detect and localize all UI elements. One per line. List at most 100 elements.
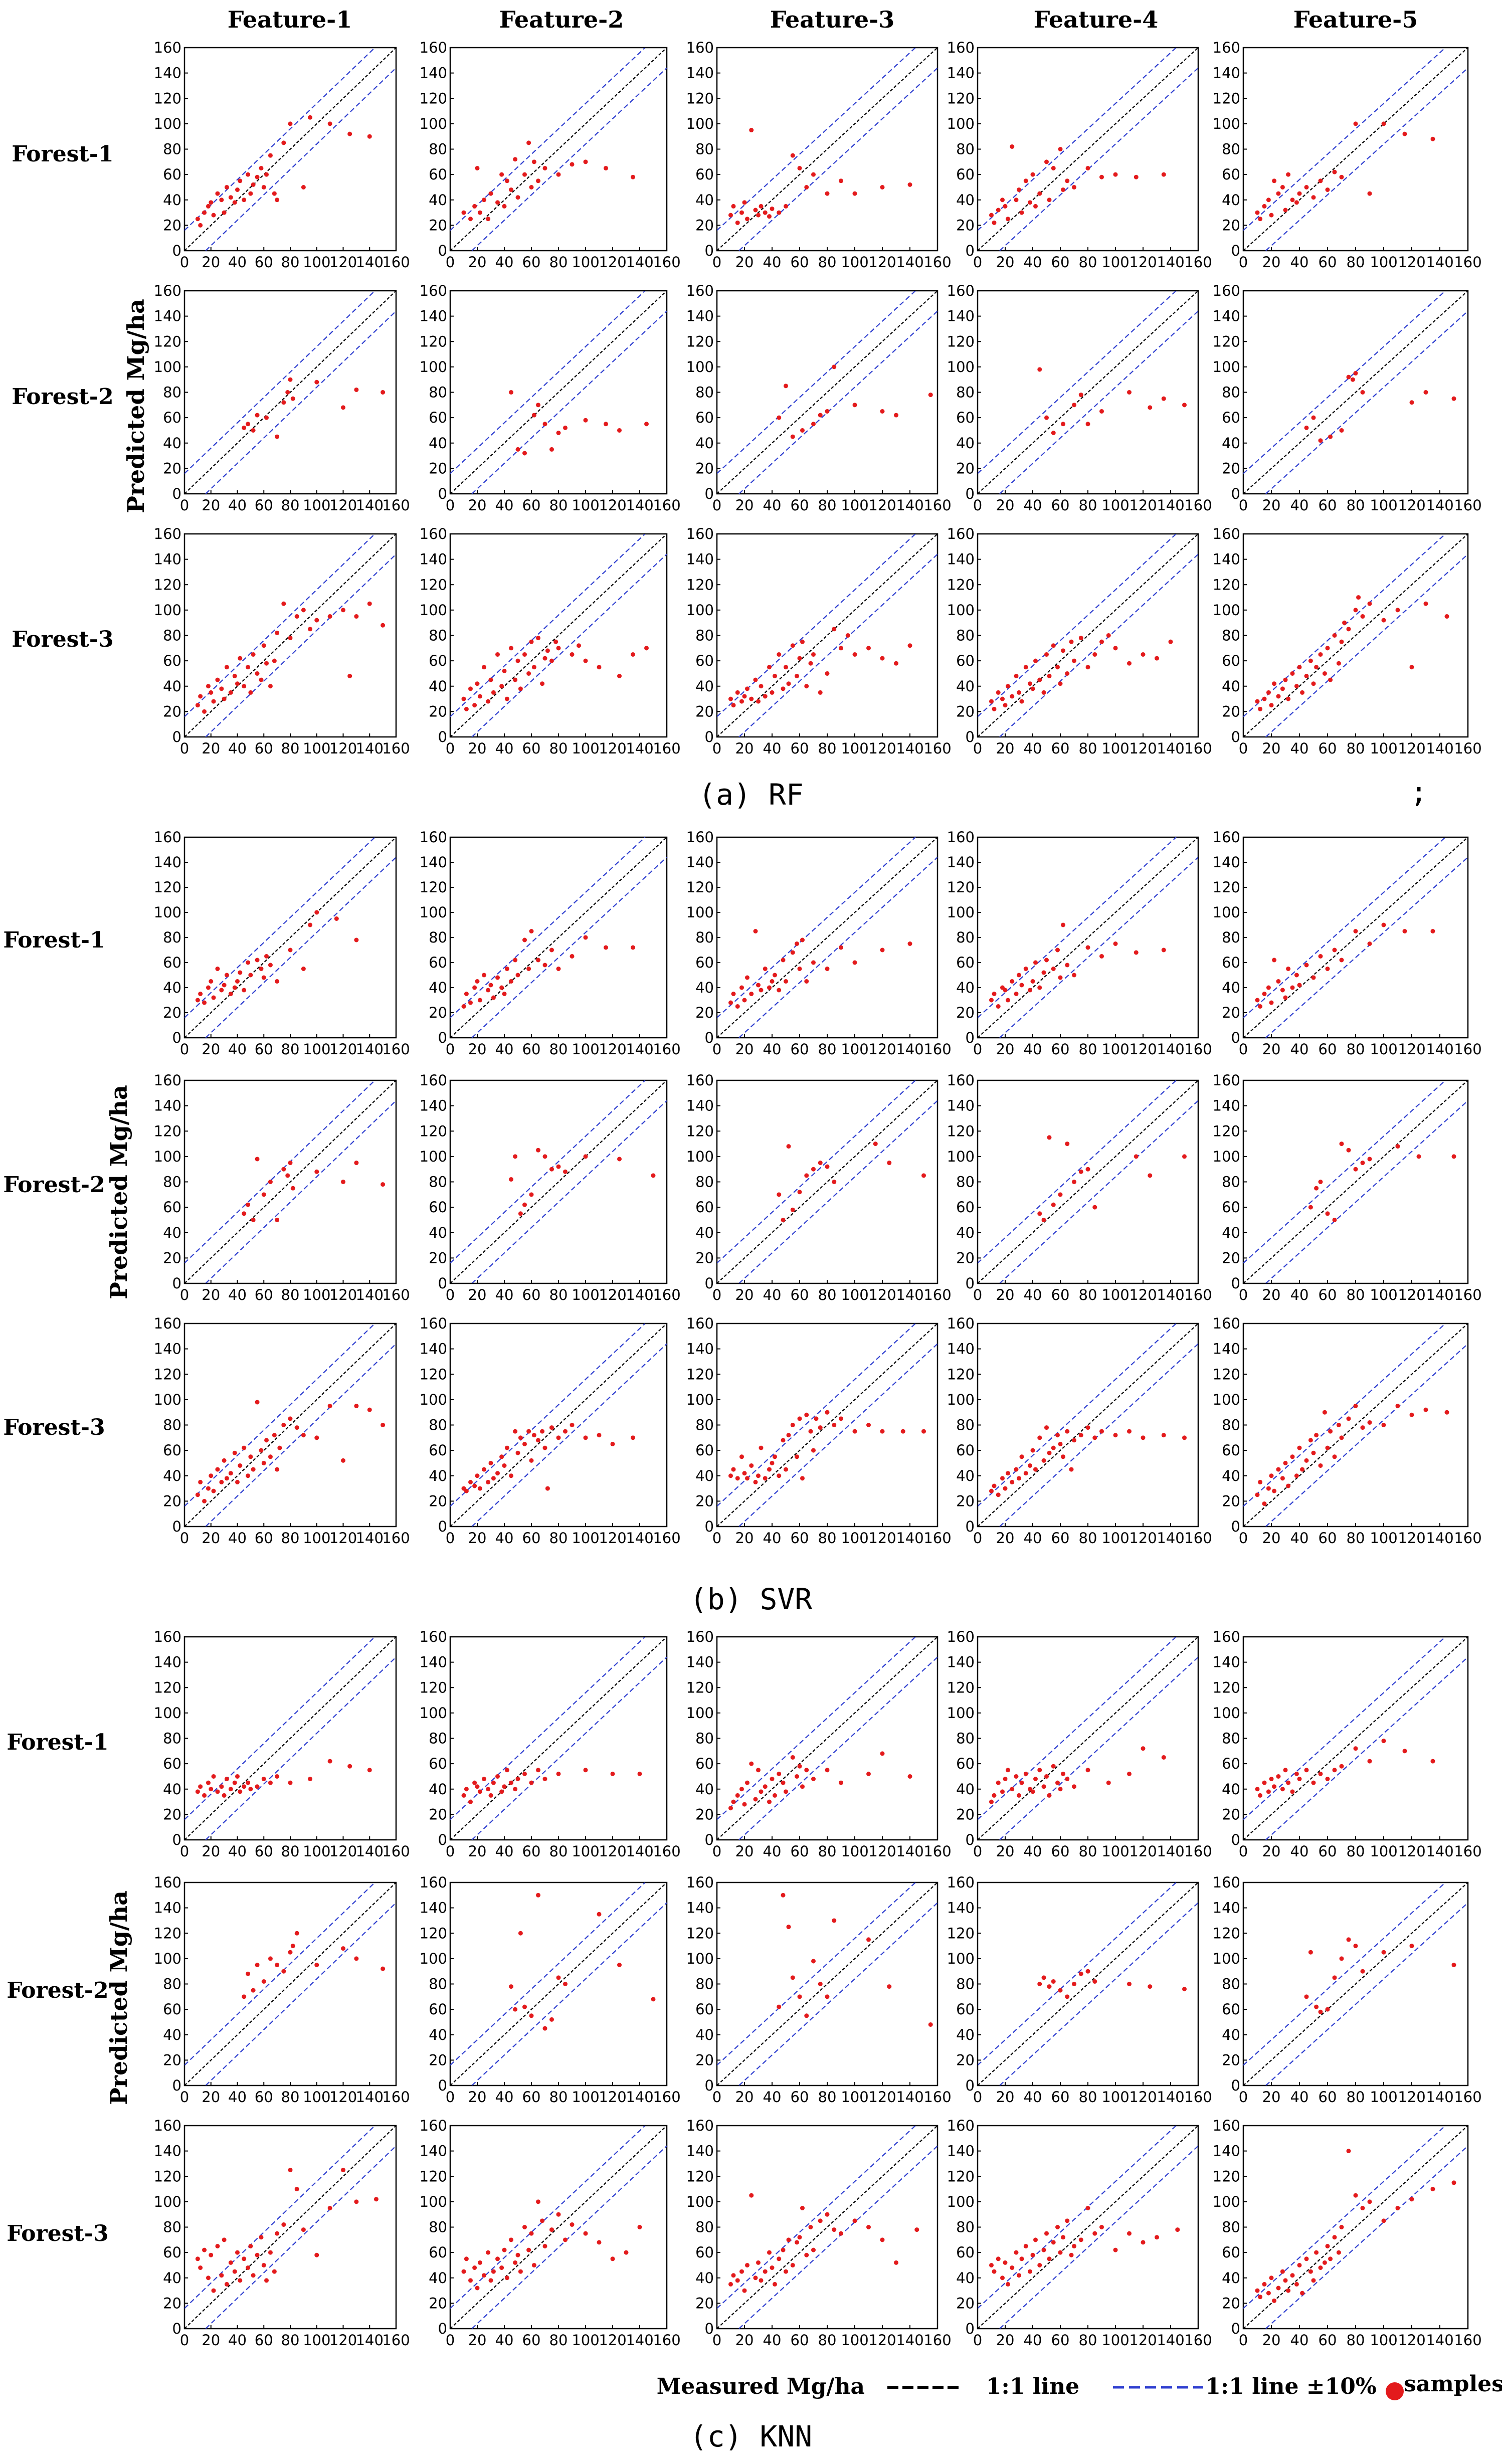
y-tick-label: 140 bbox=[1213, 1654, 1240, 1671]
sample-point bbox=[804, 184, 809, 189]
sample-point bbox=[1311, 195, 1316, 200]
y-tick-label: 0 bbox=[705, 485, 714, 502]
sample-point bbox=[1262, 992, 1267, 996]
sample-point bbox=[907, 1774, 912, 1779]
lower-band-line bbox=[738, 1902, 937, 2086]
lower-band-line bbox=[205, 310, 396, 494]
sample-point bbox=[482, 198, 486, 203]
sample-point bbox=[845, 633, 850, 638]
y-tick-label: 0 bbox=[705, 242, 714, 259]
one-to-one-line bbox=[717, 1637, 937, 1840]
sample-point bbox=[1023, 2243, 1028, 2248]
x-tick-label: 100 bbox=[1370, 1530, 1397, 1547]
x-tick-label: 140 bbox=[1426, 1843, 1453, 1860]
sample-point bbox=[504, 178, 509, 183]
x-tick-label: 0 bbox=[446, 497, 455, 514]
sample-point bbox=[1000, 2276, 1005, 2281]
sample-point bbox=[529, 184, 534, 189]
y-tick-label: 80 bbox=[1222, 1730, 1240, 1747]
sample-point bbox=[1332, 169, 1337, 174]
sample-point bbox=[753, 2276, 758, 2281]
x-tick-label: 100 bbox=[841, 1286, 868, 1303]
sample-point bbox=[1409, 1412, 1414, 1417]
sample-point bbox=[1430, 136, 1435, 141]
x-tick-label: 120 bbox=[329, 1843, 357, 1860]
sample-point bbox=[255, 413, 260, 418]
x-tick-label: 160 bbox=[1184, 2332, 1212, 2349]
sample-point bbox=[852, 1429, 857, 1434]
sample-point bbox=[1294, 1771, 1299, 1776]
sample-point bbox=[818, 413, 823, 418]
upper-band-line bbox=[450, 1637, 646, 1820]
x-tick-label: 60 bbox=[1319, 1286, 1337, 1303]
sample-point bbox=[1023, 1771, 1028, 1776]
sample-point bbox=[989, 699, 994, 704]
x-tick-label: 40 bbox=[495, 2089, 514, 2106]
sample-point bbox=[553, 639, 558, 644]
x-tick-label: 20 bbox=[996, 2332, 1015, 2349]
sample-point bbox=[866, 2225, 871, 2229]
sample-point bbox=[549, 447, 554, 452]
x-tick-label: 60 bbox=[255, 2332, 273, 2349]
row-label-rf-forest-1: Forest-1 bbox=[12, 141, 113, 167]
y-tick-label: 20 bbox=[429, 1492, 447, 1509]
x-tick-label: 20 bbox=[202, 1286, 220, 1303]
x-tick-label: 60 bbox=[1319, 2332, 1337, 2349]
sample-point bbox=[522, 1771, 527, 1776]
sample-point bbox=[1328, 1429, 1333, 1434]
y-tick-label: 100 bbox=[947, 602, 975, 619]
x-tick-label: 20 bbox=[1262, 740, 1281, 757]
one-to-one-line bbox=[1243, 837, 1468, 1038]
x-tick-label: 20 bbox=[1262, 1286, 1281, 1303]
sample-point bbox=[804, 1173, 809, 1178]
sample-point bbox=[749, 696, 754, 701]
y-tick-label: 40 bbox=[956, 2269, 975, 2287]
x-tick-label: 0 bbox=[1239, 254, 1248, 271]
y-tick-label: 0 bbox=[705, 1029, 714, 1046]
upper-band-line bbox=[450, 534, 646, 717]
sample-point bbox=[1290, 1789, 1295, 1794]
x-tick-label: 140 bbox=[1157, 254, 1184, 271]
sample-point bbox=[1311, 2278, 1316, 2283]
legend-samples-swatch bbox=[1386, 2382, 1404, 2400]
sample-point bbox=[1051, 967, 1056, 971]
sample-point bbox=[992, 706, 997, 711]
sample-point bbox=[1113, 2247, 1118, 2252]
x-tick-label: 80 bbox=[281, 2089, 300, 2106]
y-tick-label: 160 bbox=[420, 1315, 447, 1332]
sample-point bbox=[248, 191, 253, 196]
sample-point bbox=[1017, 2273, 1021, 2278]
sample-point bbox=[1269, 1473, 1274, 1478]
lower-band-line bbox=[471, 1343, 667, 1527]
sample-point bbox=[198, 1784, 203, 1789]
y-tick-label: 20 bbox=[956, 1004, 975, 1021]
sample-point bbox=[461, 1793, 466, 1798]
sample-point bbox=[1304, 1458, 1309, 1463]
sample-point bbox=[756, 1473, 761, 1478]
sample-point bbox=[1297, 665, 1302, 670]
x-tick-label: 40 bbox=[228, 1041, 247, 1058]
sample-point bbox=[251, 1217, 256, 1222]
x-tick-label: 80 bbox=[281, 1843, 300, 1860]
sample-point bbox=[1381, 1950, 1386, 1955]
sample-point bbox=[563, 425, 568, 430]
sample-point bbox=[759, 684, 764, 689]
sample-point bbox=[1360, 614, 1365, 619]
y-tick-label: 100 bbox=[1213, 1950, 1240, 1967]
x-tick-label: 160 bbox=[923, 1041, 951, 1058]
sample-point bbox=[1311, 975, 1316, 980]
y-tick-label: 20 bbox=[1222, 2295, 1240, 2312]
y-tick-label: 20 bbox=[1222, 703, 1240, 720]
y-tick-label: 0 bbox=[966, 242, 975, 259]
sample-points bbox=[195, 1759, 372, 1798]
sample-point bbox=[246, 1780, 251, 1785]
sample-point bbox=[1017, 187, 1021, 192]
sample-point bbox=[222, 1793, 227, 1798]
sample-point bbox=[1272, 2298, 1277, 2303]
sample-point bbox=[1014, 198, 1019, 203]
sample-point bbox=[504, 1768, 509, 1773]
sample-point bbox=[215, 967, 220, 971]
sample-point bbox=[1286, 967, 1291, 971]
lower-band-line bbox=[738, 553, 937, 737]
